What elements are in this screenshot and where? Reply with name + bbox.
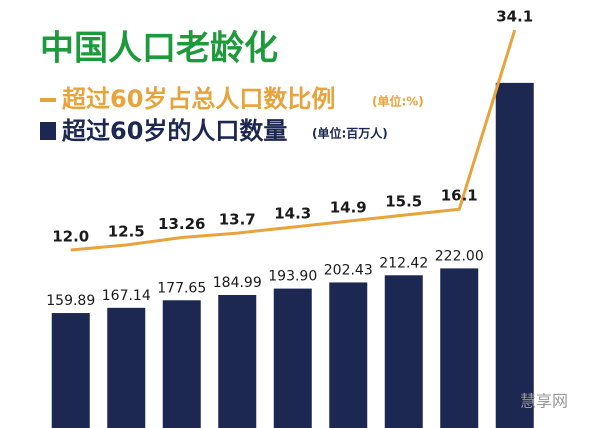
line-value-label: 15.5 — [385, 193, 422, 211]
legend-bar-swatch — [40, 122, 56, 140]
line-value-label: 13.7 — [219, 211, 256, 229]
bar-value-label: 159.89 — [46, 293, 95, 309]
legend-label: 超过60岁占总人口数比例 — [62, 85, 335, 113]
line-value-label: 12.5 — [108, 223, 145, 241]
line — [70, 29, 517, 252]
bar — [384, 275, 423, 428]
line-value-label: 12.0 — [52, 228, 89, 246]
bar — [440, 268, 479, 428]
bar-value-label: 177.65 — [157, 280, 206, 296]
watermark: 慧享网 — [520, 392, 568, 411]
legend-label: 超过60岁的人口数量 — [62, 117, 287, 145]
bar-value-label: 193.90 — [268, 269, 317, 285]
chart-title: 中国人口老龄化 — [40, 29, 278, 69]
line-value-label: 14.3 — [274, 205, 311, 223]
line-value-label: 34.1 — [496, 8, 533, 26]
bar — [273, 288, 312, 428]
bar-value-label: 184.99 — [213, 275, 262, 291]
bar-value-label: 202.43 — [324, 262, 373, 278]
bar — [51, 313, 90, 428]
bar — [218, 294, 257, 428]
bar-value-label: 212.42 — [379, 255, 428, 271]
bar — [107, 307, 146, 428]
bar — [495, 82, 534, 428]
legend-unit: (单位:百万人) — [312, 126, 388, 141]
line-value-label: 16.1 — [441, 187, 478, 205]
bar — [329, 282, 368, 428]
legend-unit: (单位:%) — [372, 94, 424, 109]
bar — [162, 300, 201, 428]
bar-value-label: 167.14 — [102, 288, 151, 304]
bar-value-label: 222.00 — [435, 248, 484, 264]
line-value-label: 13.26 — [158, 215, 205, 233]
line-value-label: 14.9 — [330, 199, 367, 217]
